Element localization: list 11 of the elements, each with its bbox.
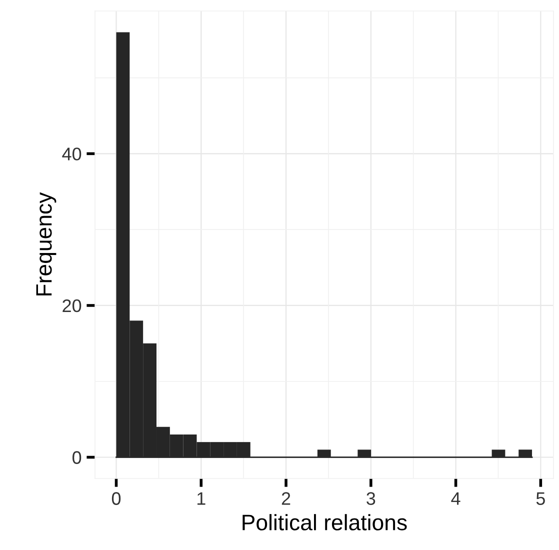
y-axis-title: Frequency [36, 192, 56, 296]
y-tick-label: 20 [62, 299, 82, 312]
x-tick-label: 1 [197, 492, 206, 505]
x-tick-label: 5 [536, 492, 545, 505]
x-axis-title: Political relations [242, 514, 407, 530]
y-tick-label: 0 [72, 451, 82, 464]
x-tick-label: 0 [112, 492, 121, 505]
x-tick-label: 2 [282, 492, 290, 505]
y-tick-label: 40 [62, 148, 82, 160]
x-tick-label: 3 [366, 492, 376, 505]
x-tick-label: 4 [451, 492, 460, 505]
